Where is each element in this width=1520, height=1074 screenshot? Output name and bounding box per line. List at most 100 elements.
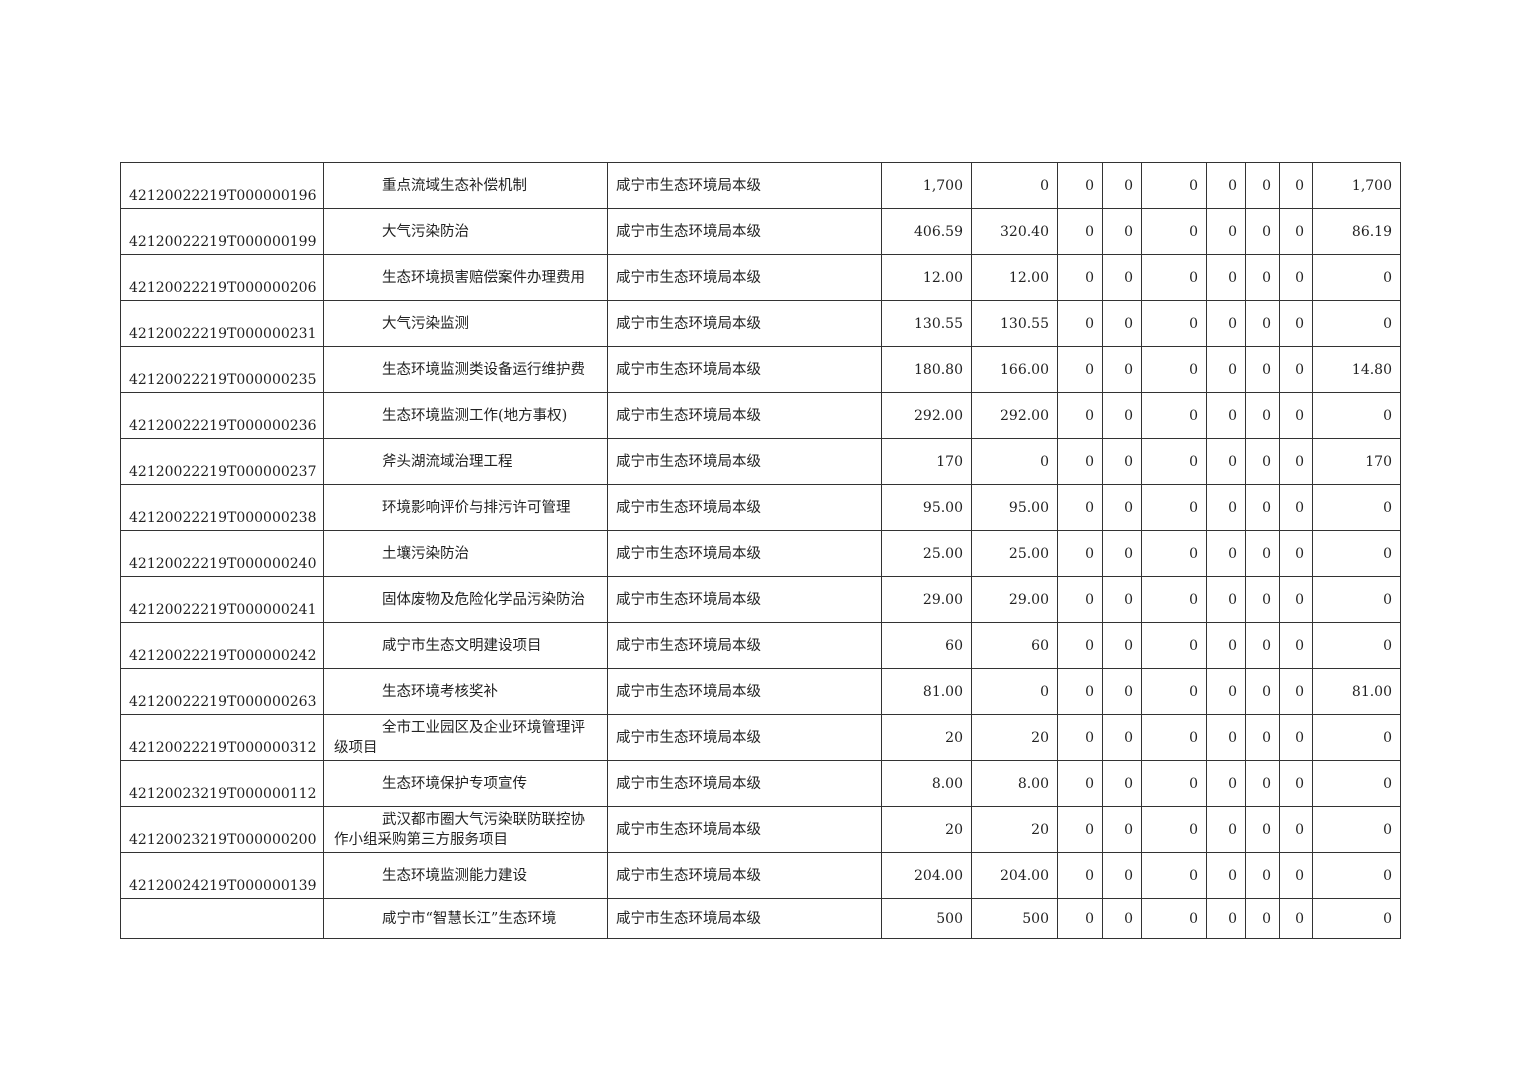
amount-cell: 0 [1141,346,1207,393]
amount-cell: 0 [1312,530,1401,577]
amount-cell: 0 [1102,668,1142,715]
amount-cell: 0 [1102,484,1142,531]
project-code-cell: 42120022219T000000240 [120,530,324,577]
amount-cell: 1,700 [1312,162,1401,209]
amount-cell: 1,700 [881,162,972,209]
amount-cell: 8.00 [971,760,1058,807]
project-name-cell: 生态环境监测能力建设 [323,852,608,899]
amount-cell: 170 [1312,438,1401,485]
amount-cell: 0 [1057,254,1103,301]
amount-cell: 0 [1102,852,1142,899]
amount-cell: 0 [1102,162,1142,209]
unit-name-cell: 咸宁市生态环境局本级 [607,254,882,301]
amount-cell: 0 [1141,254,1207,301]
amount-cell: 0 [1057,484,1103,531]
amount-cell: 0 [1245,668,1280,715]
table-row: 42120022219T000000196 重点流域生态补偿机制 咸宁市生态环境局本… [120,162,1401,209]
amount-cell: 130.55 [971,300,1058,347]
amount-cell: 292.00 [881,392,972,439]
amount-cell: 0 [1245,208,1280,255]
amount-cell: 0 [1141,714,1207,761]
project-code-cell: 42120022219T000000241 [120,576,324,623]
unit-name-cell: 咸宁市生态环境局本级 [607,208,882,255]
unit-name-cell: 咸宁市生态环境局本级 [607,668,882,715]
amount-cell: 0 [1141,162,1207,209]
amount-cell: 0 [1141,806,1207,853]
amount-cell: 0 [1057,668,1103,715]
amount-cell: 0 [1245,760,1280,807]
project-name-cell: 生态环境监测工作(地方事权) [323,392,608,439]
amount-cell: 0 [1312,392,1401,439]
amount-cell: 0 [1206,760,1246,807]
amount-cell: 0 [1245,898,1280,939]
amount-cell: 0 [1312,300,1401,347]
amount-cell: 0 [1102,254,1142,301]
table-row: 咸宁市“智慧长江”生态环境 咸宁市生态环境局本级 500 500 0 0 0 0 0 0 0 [120,898,1401,939]
amount-cell: 0 [1245,254,1280,301]
unit-name-cell: 咸宁市生态环境局本级 [607,576,882,623]
amount-cell: 0 [1102,208,1142,255]
amount-cell: 0 [1102,898,1142,939]
unit-name-cell: 咸宁市生态环境局本级 [607,760,882,807]
table-row: 42120022219T000000241 固体废物及危险化学品污染防治 咸宁市生态… [120,576,1401,623]
amount-cell: 0 [1245,300,1280,347]
project-name-cell: 固体废物及危险化学品污染防治 [323,576,608,623]
amount-cell: 0 [1102,576,1142,623]
amount-cell: 0 [1312,898,1401,939]
amount-cell: 0 [971,668,1058,715]
amount-cell: 0 [1102,530,1142,577]
table-row: 42120022219T000000206 生态环境损害赔偿案件办理费用 咸宁市生态… [120,254,1401,301]
amount-cell: 95.00 [881,484,972,531]
amount-cell: 166.00 [971,346,1058,393]
project-code-cell: 42120022219T000000236 [120,392,324,439]
amount-cell: 0 [1057,576,1103,623]
amount-cell: 0 [971,438,1058,485]
amount-cell: 14.80 [1312,346,1401,393]
project-name-cell: 生态环境考核奖补 [323,668,608,715]
project-name-cell: 咸宁市生态文明建设项目 [323,622,608,669]
amount-cell: 0 [1279,162,1313,209]
amount-cell: 0 [1057,714,1103,761]
project-name-cell: 环境影响评价与排污许可管理 [323,484,608,531]
amount-cell: 0 [1279,668,1313,715]
project-code-cell: 42120024219T000000139 [120,852,324,899]
project-code-cell: 42120022219T000000235 [120,346,324,393]
table-row: 42120022219T000000238 环境影响评价与排污许可管理 咸宁市生态环… [120,484,1401,531]
amount-cell: 130.55 [881,300,972,347]
amount-cell: 0 [1279,622,1313,669]
amount-cell: 406.59 [881,208,972,255]
unit-name-cell: 咸宁市生态环境局本级 [607,484,882,531]
amount-cell: 0 [1279,438,1313,485]
amount-cell: 0 [1279,484,1313,531]
unit-name-cell: 咸宁市生态环境局本级 [607,162,882,209]
table-row: 42120024219T000000139 生态环境监测能力建设 咸宁市生态环境局本… [120,852,1401,899]
amount-cell: 0 [1206,346,1246,393]
amount-cell: 0 [1141,668,1207,715]
project-code-cell: 42120022219T000000312 [120,714,324,761]
amount-cell: 0 [1057,852,1103,899]
amount-cell: 0 [1206,438,1246,485]
unit-name-cell: 咸宁市生态环境局本级 [607,622,882,669]
amount-cell: 0 [1279,760,1313,807]
amount-cell: 0 [1245,346,1280,393]
amount-cell: 0 [1057,898,1103,939]
amount-cell: 0 [1312,760,1401,807]
amount-cell: 0 [1206,530,1246,577]
amount-cell: 0 [1057,392,1103,439]
project-name-cell: 大气污染监测 [323,300,608,347]
amount-cell: 0 [1141,852,1207,899]
amount-cell: 204.00 [971,852,1058,899]
amount-cell: 0 [1206,898,1246,939]
amount-cell: 0 [1057,300,1103,347]
project-name-cell: 全市工业园区及企业环境管理评级项目 [323,714,608,761]
amount-cell: 0 [1245,484,1280,531]
project-code-cell: 42120023219T000000200 [120,806,324,853]
amount-cell: 0 [1206,162,1246,209]
amount-cell: 0 [1057,346,1103,393]
amount-cell: 0 [1279,208,1313,255]
project-name-cell: 生态环境监测类设备运行维护费 [323,346,608,393]
amount-cell: 0 [1279,806,1313,853]
amount-cell: 0 [1057,208,1103,255]
amount-cell: 20 [971,806,1058,853]
amount-cell: 0 [1312,254,1401,301]
